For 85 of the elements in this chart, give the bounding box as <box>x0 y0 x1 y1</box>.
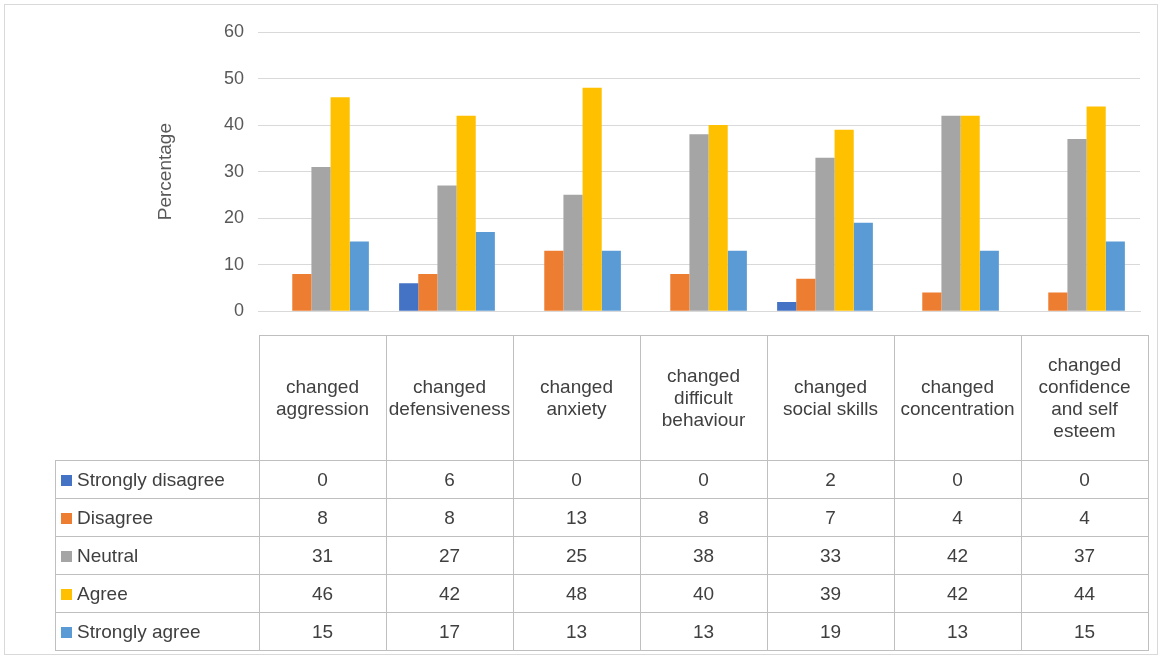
bar <box>563 194 583 311</box>
data-label: 38 <box>640 536 767 575</box>
x-tick-label: changed confidence and self esteem <box>1021 335 1148 461</box>
bar <box>777 301 797 311</box>
data-label: 40 <box>640 574 767 613</box>
y-tick-label: 40 <box>223 114 244 135</box>
x-tick-label: changed social skills <box>767 335 894 461</box>
data-label: 44 <box>1021 574 1148 613</box>
data-label: 0 <box>1021 460 1148 499</box>
data-label: 42 <box>894 536 1021 575</box>
bar <box>815 157 835 311</box>
data-label: 13 <box>513 498 640 537</box>
data-label: 48 <box>513 574 640 613</box>
bar <box>796 278 816 311</box>
data-label: 25 <box>513 536 640 575</box>
data-label: 33 <box>767 536 894 575</box>
y-tick-label: 30 <box>223 160 244 181</box>
bar <box>456 115 476 311</box>
bar <box>853 222 873 311</box>
bar <box>1067 139 1087 311</box>
y-tick-label: 60 <box>223 20 244 41</box>
bar <box>330 97 350 311</box>
data-label: 0 <box>513 460 640 499</box>
data-label: 19 <box>767 612 894 651</box>
bar <box>601 250 621 311</box>
legend-label: Neutral <box>55 536 259 575</box>
data-label: 15 <box>1021 612 1148 651</box>
bar <box>437 185 457 311</box>
data-label: 8 <box>386 498 513 537</box>
x-tick-label: changed concentration <box>894 335 1021 461</box>
data-label: 8 <box>259 498 386 537</box>
data-label: 13 <box>640 612 767 651</box>
data-label: 4 <box>1021 498 1148 537</box>
data-label: 37 <box>1021 536 1148 575</box>
data-label: 27 <box>386 536 513 575</box>
bar <box>834 129 854 311</box>
y-axis-title: Percentage <box>153 123 175 221</box>
data-label: 15 <box>259 612 386 651</box>
bar <box>979 250 999 311</box>
data-label: 0 <box>259 460 386 499</box>
bar <box>349 241 369 311</box>
bar <box>1048 292 1068 311</box>
y-tick-label: 10 <box>223 253 244 274</box>
data-label: 39 <box>767 574 894 613</box>
y-tick-label: 20 <box>223 207 244 228</box>
bar <box>399 283 419 311</box>
bar <box>475 232 495 311</box>
bar <box>311 166 331 311</box>
bar <box>670 273 690 311</box>
bar <box>582 87 602 311</box>
bar <box>941 115 961 311</box>
data-label: 0 <box>640 460 767 499</box>
data-label: 7 <box>767 498 894 537</box>
data-label: 17 <box>386 612 513 651</box>
x-tick-label: changed defensiveness <box>386 335 513 461</box>
bar <box>292 273 312 311</box>
bar <box>1086 106 1106 311</box>
bar <box>708 125 728 311</box>
bar <box>922 292 942 311</box>
x-tick-label: changed aggression <box>259 335 386 461</box>
data-label: 42 <box>894 574 1021 613</box>
data-label: 42 <box>386 574 513 613</box>
data-label: 4 <box>894 498 1021 537</box>
data-label: 46 <box>259 574 386 613</box>
legend-label: Strongly disagree <box>55 460 259 499</box>
x-tick-label: changed anxiety <box>513 335 640 461</box>
data-label: 31 <box>259 536 386 575</box>
data-label: 6 <box>386 460 513 499</box>
data-label: 13 <box>894 612 1021 651</box>
bar <box>544 250 564 311</box>
y-tick-label: 50 <box>223 67 244 88</box>
legend-label: Agree <box>55 574 259 613</box>
bar <box>727 250 747 311</box>
bar <box>689 134 709 311</box>
legend-label: Strongly agree <box>55 612 259 651</box>
data-label: 8 <box>640 498 767 537</box>
data-label: 2 <box>767 460 894 499</box>
bar <box>960 115 980 311</box>
bar <box>418 273 438 311</box>
bar <box>1105 241 1125 311</box>
data-label: 0 <box>894 460 1021 499</box>
data-label: 13 <box>513 612 640 651</box>
x-tick-label: changed difficult behaviour <box>640 335 767 461</box>
legend-label: Disagree <box>55 498 259 537</box>
y-tick-label: 0 <box>233 300 244 321</box>
